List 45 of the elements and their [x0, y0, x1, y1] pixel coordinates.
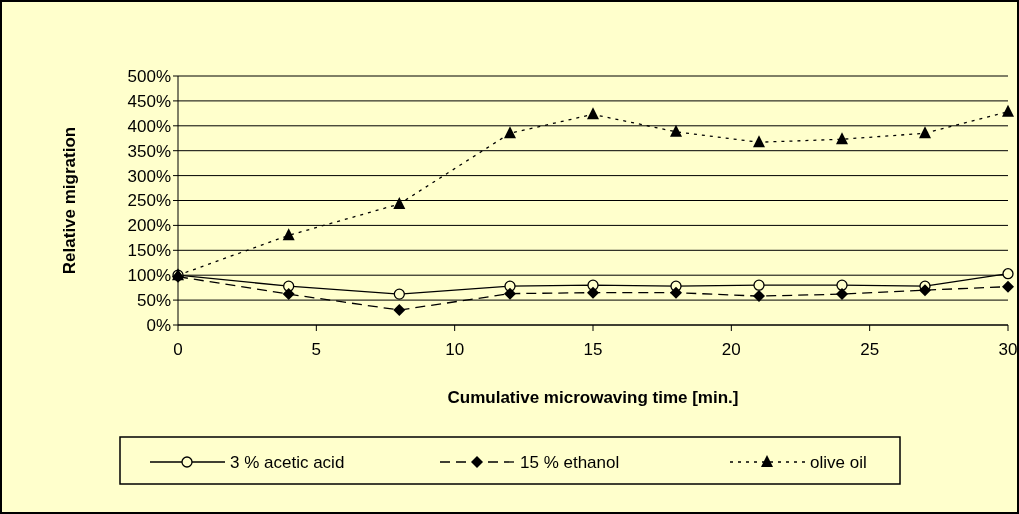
x-tick-label: 5 — [311, 340, 322, 359]
point — [282, 228, 295, 241]
legend-label: 15 % ethanol — [520, 452, 620, 472]
point — [1002, 268, 1014, 280]
y-tick-label: 300% — [127, 166, 171, 186]
y-tick-label: 200% — [127, 216, 171, 236]
legend-label: olive oil — [810, 452, 867, 472]
point — [670, 124, 682, 137]
y-tick-label: 450% — [127, 91, 171, 111]
point — [393, 196, 406, 209]
point — [504, 287, 516, 300]
point — [753, 135, 765, 148]
point — [919, 126, 931, 139]
x-tick-label: 20 — [721, 340, 741, 359]
x-tick-label: 30 — [998, 340, 1018, 359]
point — [753, 290, 765, 303]
x-tick-label: 15 — [583, 340, 603, 359]
x-tick-label: 10 — [445, 340, 465, 359]
legend-label: 3 % acetic acid — [230, 452, 345, 472]
point — [753, 279, 765, 291]
y-axis-title: Relative migration — [60, 126, 79, 275]
point — [282, 288, 295, 301]
y-tick-label: 0% — [146, 315, 171, 335]
y-tick-label: 250% — [127, 191, 171, 211]
point — [587, 107, 599, 120]
y-tick-label: 350% — [127, 141, 171, 161]
y-tick-label: 100% — [127, 266, 171, 286]
point — [836, 132, 848, 145]
point — [836, 288, 848, 301]
y-tick-label: 50% — [136, 291, 171, 311]
point — [1002, 280, 1014, 293]
point — [393, 304, 406, 317]
point — [1002, 104, 1014, 117]
point — [670, 286, 682, 299]
point — [393, 288, 405, 300]
point — [836, 279, 848, 291]
point — [587, 286, 599, 299]
y-tick-label: 400% — [127, 116, 171, 136]
x-tick-label: 0 — [173, 340, 183, 359]
y-tick-label: 150% — [127, 241, 171, 261]
x-tick-label: 25 — [860, 340, 880, 359]
point — [504, 126, 516, 139]
point — [919, 284, 931, 297]
y-tick-label: 500% — [127, 66, 171, 86]
x-axis-title: Cumulative microwaving time [min.] — [447, 388, 739, 407]
